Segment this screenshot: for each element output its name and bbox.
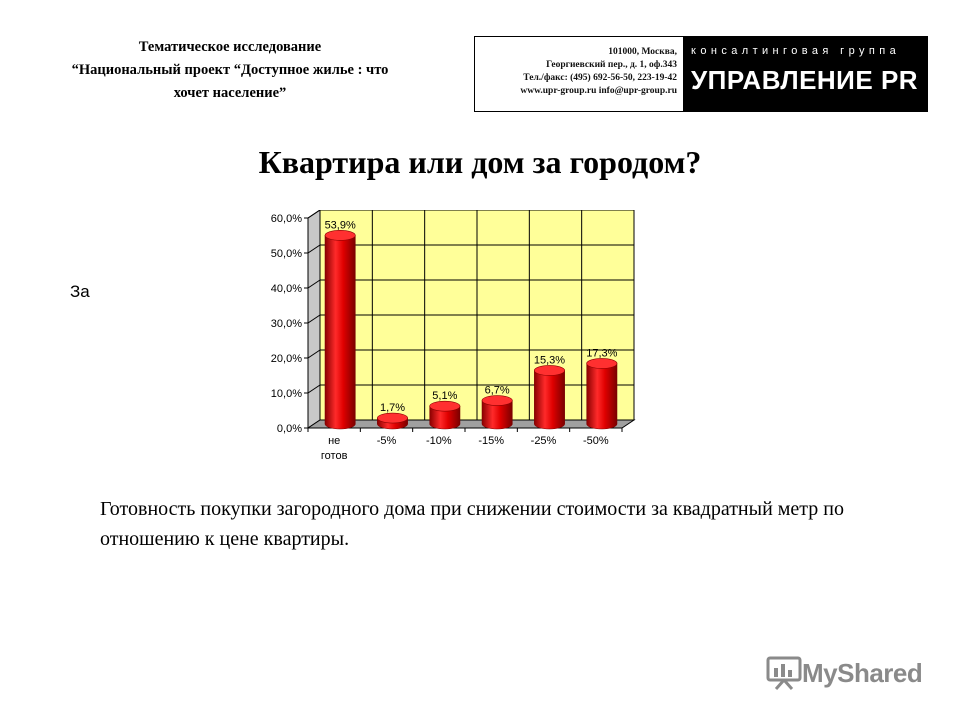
x-tick-label: -15% xyxy=(478,435,504,447)
contact-address: 101000, Москва, xyxy=(608,47,677,57)
x-tick-label: -50% xyxy=(583,435,609,447)
bar xyxy=(481,400,513,430)
y-tick-label: 60,0% xyxy=(271,213,302,225)
logo-tagline: консалтинговая группа xyxy=(691,45,901,57)
bar-top xyxy=(429,400,461,412)
watermark: MyShared xyxy=(766,656,923,690)
study-title-line1: “Национальный проект “Доступное жилье : … xyxy=(71,62,389,78)
x-tick-label: -5% xyxy=(377,435,397,447)
logo-brand: консалтинговая группа УПРАВЛЕНИЕ PR xyxy=(683,37,927,111)
side-text: За xyxy=(70,282,90,301)
gridline-side xyxy=(307,314,321,324)
bar xyxy=(324,235,356,430)
bar-value-label: 5,1% xyxy=(432,390,457,402)
x-tick-label: не xyxy=(328,435,340,447)
bar-top xyxy=(586,358,618,369)
x-tick-label: -25% xyxy=(531,435,557,447)
study-type: Тематическое исследование xyxy=(138,39,322,55)
bar xyxy=(429,405,461,430)
gridline-side xyxy=(307,384,321,394)
page-title: Квартира или дом за городом? xyxy=(258,144,702,180)
company-logo: 101000, Москва, Георгиевский пер., д. 1,… xyxy=(474,36,928,112)
contact-street: Георгиевский пер., д. 1, оф.343 xyxy=(546,60,677,70)
y-tick-label: 30,0% xyxy=(271,318,302,330)
gridline-side xyxy=(307,279,321,289)
bar-value-label: 15,3% xyxy=(534,354,565,366)
x-tick-label: готов xyxy=(321,450,348,462)
logo-contacts: 101000, Москва, Георгиевский пер., д. 1,… xyxy=(475,37,683,111)
gridline-side xyxy=(307,210,321,219)
presentation-icon xyxy=(766,656,802,690)
gridline-side xyxy=(307,349,321,359)
y-tick-label: 50,0% xyxy=(271,248,302,260)
y-tick-label: 0,0% xyxy=(277,423,302,435)
bar-top xyxy=(377,412,408,424)
bar-chart: 0,0% 10,0% 20,0% 30,0% 40,0% 50,0% 60,0% 53,9% н… xyxy=(271,210,636,462)
bar-top xyxy=(324,230,356,241)
bar-value-label: 1,7% xyxy=(380,402,405,414)
study-title-line2: хочет население” xyxy=(173,85,287,101)
bar-top xyxy=(534,365,565,376)
y-tick-label: 10,0% xyxy=(271,388,302,400)
study-header: Тематическое исследование “Национальный … xyxy=(20,36,440,105)
gridline-side xyxy=(307,244,321,254)
bar xyxy=(586,363,618,430)
x-tick-label: -10% xyxy=(426,435,452,447)
watermark-text: MyShared xyxy=(802,657,923,688)
plot-floor xyxy=(306,419,636,429)
bar-value-label: 53,9% xyxy=(325,219,356,231)
bar-top xyxy=(481,395,513,406)
bar xyxy=(534,370,565,430)
y-tick-label: 40,0% xyxy=(271,283,302,295)
bar-value-label: 17,3% xyxy=(586,347,617,359)
contact-phone: Тел./факс: (495) 692-56-50, 223-19-42 xyxy=(523,73,677,83)
chart-caption: Готовность покупки загородного дома при … xyxy=(100,498,844,550)
contact-web: www.upr-group.ru info@upr-group.ru xyxy=(520,86,677,96)
logo-name: УПРАВЛЕНИЕ PR xyxy=(691,65,919,95)
y-tick-label: 20,0% xyxy=(271,353,302,365)
bar-value-label: 6,7% xyxy=(485,385,510,397)
